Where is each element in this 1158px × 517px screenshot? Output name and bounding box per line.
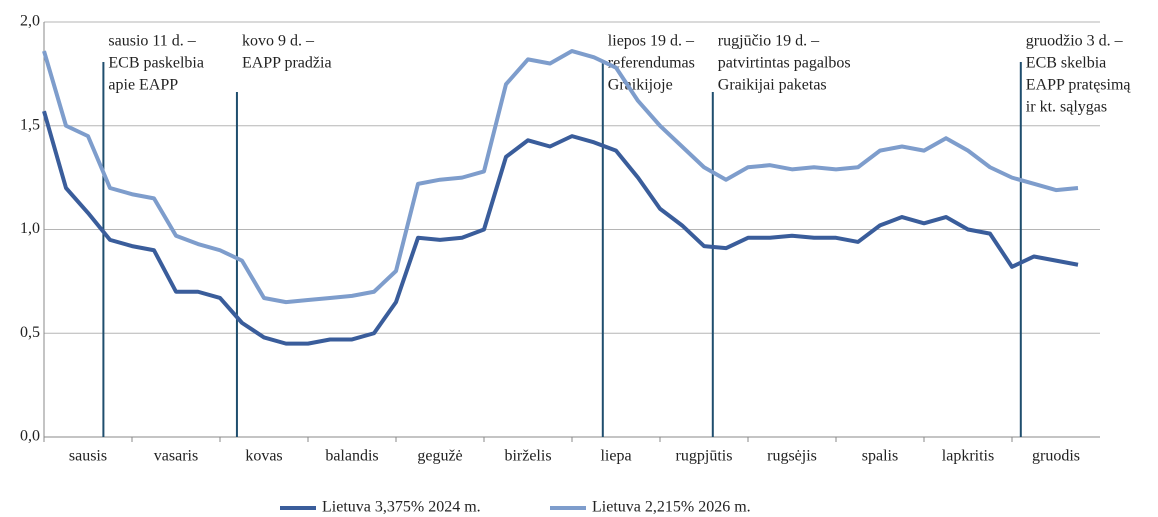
y-tick-label: 1,5 <box>20 116 40 133</box>
x-tick-label: kovas <box>245 448 282 465</box>
annotation: referendumas <box>608 55 695 72</box>
x-tick-label: spalis <box>862 448 898 465</box>
annotation: liepos 19 d. – <box>608 33 695 50</box>
annotation: apie EAPP <box>108 77 178 94</box>
annotation: ECB paskelbia <box>108 55 204 72</box>
x-tick-label: rugpjūtis <box>676 448 733 465</box>
annotation: EAPP pradžia <box>242 55 332 72</box>
x-tick-label: lapkritis <box>942 448 994 465</box>
x-tick-label: birželis <box>504 448 551 465</box>
y-tick-label: 1,0 <box>20 220 40 237</box>
x-tick-label: rugsėjis <box>767 448 817 465</box>
y-tick-label: 0,5 <box>20 324 40 341</box>
annotation: Graikijoje <box>608 77 673 94</box>
y-tick-label: 2,0 <box>20 13 40 30</box>
annotation: gruodžio 3 d. – <box>1026 33 1124 50</box>
y-tick-label: 0,0 <box>20 428 40 445</box>
annotation: ir kt. sąlygas <box>1026 99 1107 116</box>
x-tick-label: gegužė <box>417 448 462 465</box>
x-tick-label: sausis <box>69 448 107 465</box>
annotation: rugjūčio 19 d. – <box>718 33 820 50</box>
x-tick-label: vasaris <box>154 448 198 465</box>
annotation: sausio 11 d. – <box>108 33 196 50</box>
legend-label: Lietuva 2,215% 2026 m. <box>592 499 751 516</box>
legend-label: Lietuva 3,375% 2024 m. <box>322 499 481 516</box>
annotation: EAPP pratęsimą <box>1026 77 1132 94</box>
x-tick-label: gruodis <box>1032 448 1080 465</box>
x-tick-label: liepa <box>600 448 631 465</box>
annotation: kovo 9 d. – <box>242 33 315 50</box>
annotation: ECB skelbia <box>1026 55 1106 72</box>
annotation: patvirtintas pagalbos <box>718 55 851 72</box>
x-tick-label: balandis <box>325 448 378 465</box>
series-line <box>42 49 1079 305</box>
annotation: Graikijai paketas <box>718 77 827 94</box>
series-line <box>42 110 1079 346</box>
